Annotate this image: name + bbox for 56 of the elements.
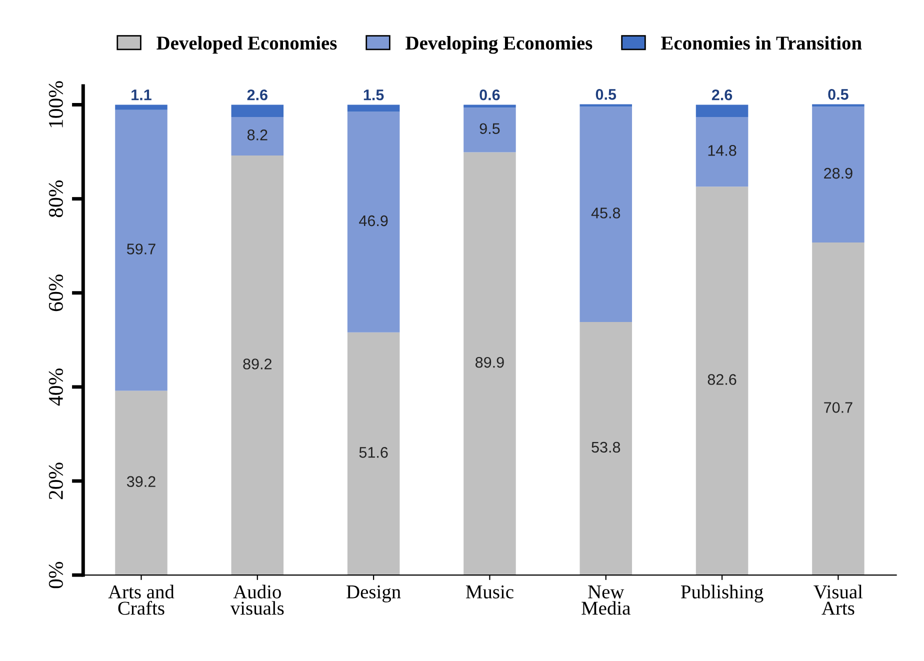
data-label: 0.6 xyxy=(480,89,500,100)
bar xyxy=(580,106,632,322)
bar xyxy=(696,104,748,117)
data-label: 53.8 xyxy=(592,442,620,453)
data-label: 2.6 xyxy=(247,89,268,100)
data-label: 0.5 xyxy=(828,89,848,100)
x-tick-label: Design xyxy=(346,585,401,602)
x-tick-label: Publishing xyxy=(681,584,764,602)
bar xyxy=(696,186,748,576)
data-label: 89.2 xyxy=(243,358,272,370)
y-tick-label: 60% xyxy=(48,274,64,312)
data-label: 8.2 xyxy=(247,130,268,140)
y-tick-label: 20% xyxy=(48,462,64,500)
data-label: 89.9 xyxy=(476,356,504,368)
data-label: 45.8 xyxy=(591,208,620,218)
legend-label: Developing Economies xyxy=(406,36,592,54)
data-label: 14.8 xyxy=(708,145,736,156)
data-label: 2.6 xyxy=(712,89,732,100)
y-tick-label: 100% xyxy=(48,81,64,128)
data-label: 46.9 xyxy=(359,215,388,226)
bar xyxy=(231,104,284,117)
bar xyxy=(580,322,632,576)
x-tick-label: New Media xyxy=(582,586,630,615)
x-tick-label: Audio visuals xyxy=(230,584,284,615)
bar xyxy=(812,106,864,243)
data-label: 70.7 xyxy=(824,402,852,413)
bar xyxy=(812,242,864,576)
data-label: 0.5 xyxy=(596,89,616,100)
data-label: 59.7 xyxy=(126,244,156,254)
data-label: 39.2 xyxy=(126,476,156,487)
bar xyxy=(115,110,168,391)
bar xyxy=(347,104,400,112)
x-tick-label: Visual Arts xyxy=(814,584,863,615)
data-label: 1.5 xyxy=(364,90,384,100)
x-tick-label: Arts and Crafts xyxy=(108,584,174,615)
x-tick-label: Music xyxy=(466,585,514,598)
bar xyxy=(231,156,284,576)
bar xyxy=(115,104,168,110)
bar xyxy=(115,390,168,576)
bar xyxy=(464,104,516,108)
data-label: 1.1 xyxy=(132,90,152,100)
y-tick-label: 80% xyxy=(48,180,64,218)
bar xyxy=(347,112,400,332)
data-label: 51.6 xyxy=(359,447,388,458)
bar xyxy=(464,152,516,576)
y-tick-label: 40% xyxy=(48,368,64,406)
data-label: 9.5 xyxy=(480,123,500,134)
data-label: 28.9 xyxy=(824,168,852,179)
y-tick-label: 0% xyxy=(48,562,64,588)
bar xyxy=(231,116,284,156)
data-label: 82.6 xyxy=(708,374,736,385)
bar xyxy=(347,332,400,576)
bar xyxy=(696,116,748,187)
legend-label: Economies in Transition xyxy=(661,36,862,50)
bar xyxy=(464,108,516,152)
legend-label: Developed Economies xyxy=(156,36,337,54)
